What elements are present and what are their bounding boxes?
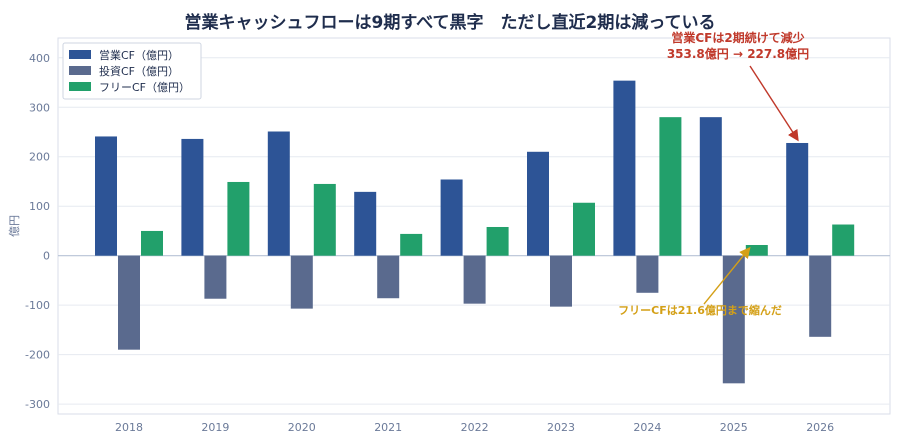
y-tick-label: 300	[29, 101, 50, 114]
bar	[290, 255, 313, 309]
y-axis-label: 億円	[8, 215, 21, 237]
bar	[440, 179, 463, 256]
legend-swatch	[69, 50, 91, 59]
bar	[118, 255, 140, 350]
legend-box	[62, 42, 202, 100]
y-tick-label: -300	[25, 398, 50, 411]
legend-label: 営業CF（億円）	[99, 48, 179, 62]
x-tick-label: 2021	[374, 421, 402, 434]
bar	[550, 255, 572, 307]
bar	[204, 255, 227, 299]
annotation-label: 営業CFは2期続けて減少	[671, 30, 804, 45]
bar	[463, 255, 486, 304]
annotation-label: フリーCFは21.6億円まで縮んだ	[618, 303, 782, 317]
plot-area	[57, 37, 891, 415]
bar	[400, 233, 423, 256]
bar	[573, 202, 595, 256]
bar	[227, 181, 250, 256]
bar	[659, 117, 682, 256]
bar	[354, 191, 377, 256]
x-tick-label: 2025	[720, 421, 748, 434]
legend-label: フリーCF（億円）	[99, 81, 190, 94]
bar	[141, 230, 163, 256]
x-tick-label: 2020	[288, 421, 316, 434]
bar	[636, 255, 659, 293]
bar	[313, 183, 336, 256]
annotation-arrow	[703, 246, 751, 305]
y-tick-label: -200	[25, 349, 50, 362]
bar	[809, 255, 832, 337]
bar	[699, 117, 722, 256]
bar	[95, 136, 117, 256]
x-tick-label: 2023	[547, 421, 575, 434]
bar	[613, 80, 636, 256]
axes: -300 -200 -100 0 100 200 300 400 2018 2019 2020 202…	[8, 52, 834, 434]
legend-swatch	[69, 82, 91, 91]
y-tick-label: 200	[29, 151, 50, 164]
y-tick-label: 100	[29, 200, 50, 213]
bars	[95, 80, 855, 384]
x-tick-label: 2018	[115, 421, 143, 434]
bar	[181, 138, 204, 256]
bar	[722, 255, 745, 384]
y-tick-label: -100	[25, 299, 50, 312]
x-tick-label: 2026	[806, 421, 834, 434]
bar	[786, 142, 809, 256]
bar	[486, 226, 509, 256]
x-tick-label: 2022	[461, 421, 489, 434]
y-tick-label: 400	[29, 52, 50, 65]
legend-label: 投資CF（億円）	[99, 64, 179, 78]
bar	[527, 151, 549, 256]
annotation-label: 353.8億円 → 227.8億円	[667, 46, 809, 61]
annotation-arrow	[749, 65, 799, 142]
legend-swatch	[69, 66, 91, 75]
bar	[745, 244, 768, 256]
bar	[267, 131, 290, 256]
bar	[832, 224, 855, 256]
legend: 営業CF（億円） 投資CF（億円） フリーCF（億円）	[62, 42, 202, 100]
bar	[377, 255, 400, 299]
chart-title: 営業キャッシュフローは9期すべて黒字 ただし直近2期は減っている	[184, 13, 716, 33]
y-tick-label: 0	[43, 250, 50, 263]
x-tick-label: 2024	[633, 421, 661, 434]
x-tick-label: 2019	[201, 421, 229, 434]
